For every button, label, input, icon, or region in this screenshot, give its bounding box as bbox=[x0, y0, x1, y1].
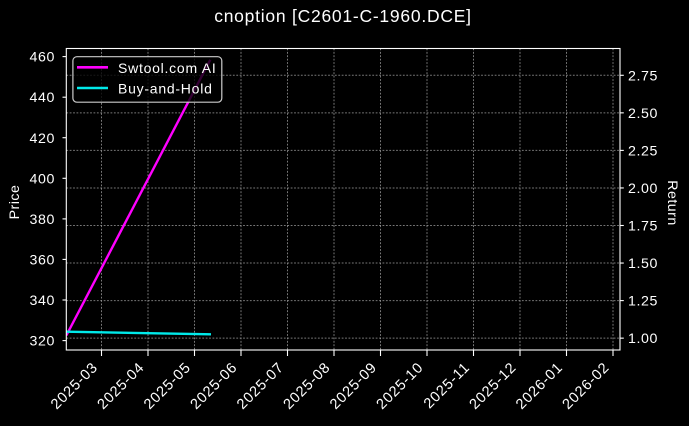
svg-text:2.50: 2.50 bbox=[628, 106, 658, 122]
svg-text:460: 460 bbox=[30, 50, 55, 66]
svg-text:2.25: 2.25 bbox=[628, 143, 658, 159]
svg-text:360: 360 bbox=[30, 253, 55, 269]
svg-text:Price: Price bbox=[7, 185, 23, 220]
svg-text:cnoption [C2601-C-1960.DCE]: cnoption [C2601-C-1960.DCE] bbox=[214, 6, 472, 26]
svg-text:440: 440 bbox=[30, 90, 55, 106]
svg-text:340: 340 bbox=[30, 293, 55, 309]
svg-text:1.00: 1.00 bbox=[628, 331, 658, 347]
svg-text:Swtool.com AI: Swtool.com AI bbox=[118, 60, 216, 76]
svg-text:2.00: 2.00 bbox=[628, 181, 658, 197]
svg-text:1.50: 1.50 bbox=[628, 256, 658, 272]
svg-text:380: 380 bbox=[30, 212, 55, 228]
svg-text:320: 320 bbox=[30, 334, 55, 350]
svg-text:420: 420 bbox=[30, 131, 55, 147]
svg-text:400: 400 bbox=[30, 171, 55, 187]
svg-text:Return: Return bbox=[664, 180, 680, 226]
svg-text:Buy-and-Hold: Buy-and-Hold bbox=[118, 81, 213, 97]
svg-text:1.25: 1.25 bbox=[628, 294, 658, 310]
svg-text:2.75: 2.75 bbox=[628, 68, 658, 84]
svg-text:1.75: 1.75 bbox=[628, 219, 658, 235]
